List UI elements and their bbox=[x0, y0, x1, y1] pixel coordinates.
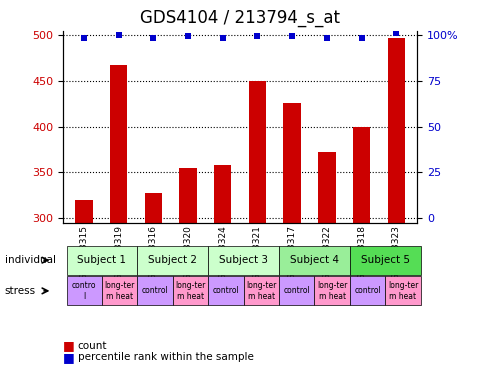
Text: long-ter
m heat: long-ter m heat bbox=[175, 281, 205, 301]
Bar bbox=[283, 103, 300, 223]
Text: long-ter
m heat: long-ter m heat bbox=[387, 281, 417, 301]
Bar bbox=[144, 194, 162, 223]
Text: Subject 1: Subject 1 bbox=[77, 255, 126, 265]
Bar bbox=[352, 127, 369, 223]
Bar bbox=[213, 165, 231, 223]
Text: individual: individual bbox=[5, 255, 56, 265]
Bar bbox=[179, 168, 197, 223]
Text: control: control bbox=[283, 286, 309, 295]
Bar bbox=[318, 152, 335, 223]
Bar bbox=[248, 81, 266, 223]
Text: control: control bbox=[212, 286, 239, 295]
Text: control: control bbox=[141, 286, 168, 295]
Text: ■: ■ bbox=[63, 351, 75, 364]
Text: contro
l: contro l bbox=[72, 281, 96, 301]
Text: Subject 2: Subject 2 bbox=[148, 255, 197, 265]
Text: long-ter
m heat: long-ter m heat bbox=[104, 281, 135, 301]
Text: long-ter
m heat: long-ter m heat bbox=[316, 281, 347, 301]
Text: long-ter
m heat: long-ter m heat bbox=[245, 281, 276, 301]
Text: control: control bbox=[353, 286, 380, 295]
Text: Subject 5: Subject 5 bbox=[360, 255, 409, 265]
Bar bbox=[387, 38, 404, 223]
Bar bbox=[75, 200, 92, 223]
Text: stress: stress bbox=[5, 286, 36, 296]
Text: percentile rank within the sample: percentile rank within the sample bbox=[77, 352, 253, 362]
Text: Subject 4: Subject 4 bbox=[289, 255, 338, 265]
Text: count: count bbox=[77, 341, 107, 351]
Text: Subject 3: Subject 3 bbox=[219, 255, 268, 265]
Text: ■: ■ bbox=[63, 339, 75, 352]
Title: GDS4104 / 213794_s_at: GDS4104 / 213794_s_at bbox=[140, 9, 339, 26]
Bar bbox=[110, 65, 127, 223]
